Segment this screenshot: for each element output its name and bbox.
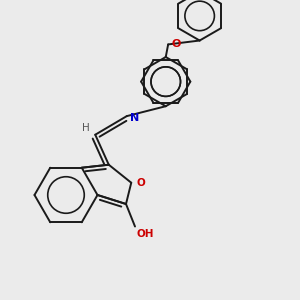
Text: O: O	[172, 39, 181, 49]
Text: N: N	[130, 112, 139, 123]
Text: OH: OH	[136, 229, 154, 239]
Text: H: H	[82, 123, 89, 133]
Text: O: O	[136, 178, 146, 188]
